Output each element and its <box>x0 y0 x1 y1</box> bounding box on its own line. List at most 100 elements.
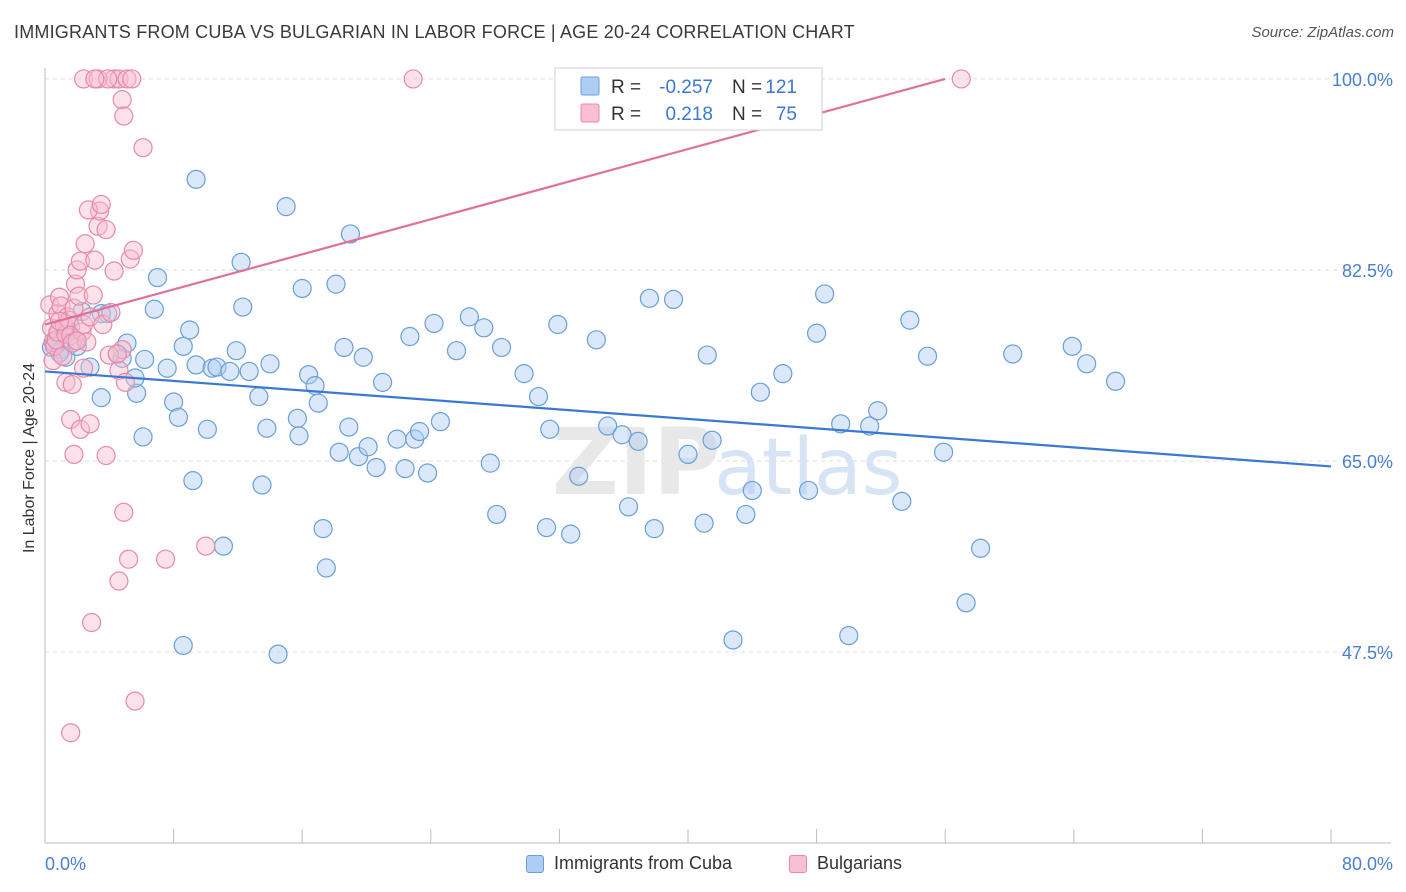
point-cuba-66 <box>446 341 467 361</box>
point-cuba-112 <box>1105 371 1126 391</box>
point-cuba-55 <box>358 437 378 457</box>
point-cuba-28 <box>213 536 234 556</box>
point-cuba-95 <box>773 364 793 384</box>
point-bulgarians-32 <box>96 219 116 240</box>
point-cuba-114 <box>173 635 193 656</box>
legend-label-bulgarians: Bulgarians <box>817 853 903 873</box>
point-bulgarians-63 <box>96 445 116 466</box>
point-bulgarians-10 <box>53 346 73 366</box>
point-bulgarians-49 <box>112 90 132 110</box>
point-bulgarians-27 <box>83 285 103 305</box>
watermark-atlas: atlas <box>714 423 903 513</box>
legend-item-bulgarians: Bulgarians <box>789 853 902 874</box>
point-bulgarians-70 <box>61 723 81 743</box>
point-cuba-91 <box>723 630 743 650</box>
point-cuba-86 <box>663 289 684 310</box>
point-bulgarians-45 <box>122 69 142 89</box>
legend-swatch-bulgarians <box>580 103 600 123</box>
point-cuba-82 <box>618 497 639 517</box>
legend-swatch-cuba <box>580 76 600 96</box>
point-cuba-73 <box>528 386 549 407</box>
point-cuba-64 <box>424 313 444 334</box>
point-cuba-115 <box>268 644 288 664</box>
point-cuba-42 <box>292 278 312 299</box>
series-legend: Immigrants from Cuba Bulgarians <box>0 853 1406 877</box>
point-bulgarians-55 <box>99 345 119 365</box>
point-bulgarians-53 <box>951 69 971 89</box>
legend-swatch <box>789 854 807 873</box>
point-cuba-38 <box>186 169 206 189</box>
point-cuba-89 <box>697 345 717 365</box>
point-cuba-102 <box>868 401 888 421</box>
point-cuba-97 <box>806 323 827 343</box>
point-cuba-60 <box>400 326 420 347</box>
chart-title: IMMIGRANTS FROM CUBA VS BULGARIAN IN LAB… <box>14 22 855 42</box>
point-bulgarians-67 <box>109 571 129 591</box>
point-bulgarians-69 <box>125 691 145 711</box>
x-tick-label-0: 0.0% <box>45 854 86 874</box>
point-bulgarians-66 <box>118 549 139 569</box>
point-cuba-52 <box>340 224 361 244</box>
point-cuba-69 <box>480 453 500 473</box>
point-bulgarians-72 <box>196 536 216 556</box>
point-bulgarians-52 <box>403 69 423 89</box>
point-cuba-18 <box>157 358 177 378</box>
point-bulgarians-16 <box>62 333 82 353</box>
point-cuba-22 <box>186 355 206 375</box>
trend-line-cuba <box>44 370 1332 468</box>
point-cuba-56 <box>366 457 386 478</box>
series-cuba-points <box>41 169 1126 664</box>
point-cuba-94 <box>750 382 770 402</box>
point-cuba-58 <box>387 429 407 449</box>
point-bulgarians-46 <box>73 69 94 89</box>
point-bulgarians-59 <box>62 374 82 395</box>
point-bulgarians-25 <box>77 332 97 352</box>
legend-swatch <box>526 854 544 873</box>
legend-n-label-cuba: N = <box>732 77 762 98</box>
point-cuba-47 <box>316 558 336 578</box>
point-bulgarians-58 <box>61 409 81 430</box>
point-cuba-105 <box>917 346 938 366</box>
point-cuba-33 <box>239 361 259 382</box>
watermark-zip: ZIP <box>552 409 720 516</box>
point-bulgarians-41 <box>91 194 111 215</box>
point-cuba-9 <box>91 388 111 408</box>
point-cuba-62 <box>409 421 430 442</box>
point-cuba-110 <box>1062 336 1082 356</box>
legend-item-cuba: Immigrants from Cuba <box>526 853 732 874</box>
legend-n-label-bulgarians: N = <box>732 104 762 125</box>
point-cuba-93 <box>742 480 762 501</box>
point-bulgarians-24 <box>75 234 95 254</box>
point-bulgarians-68 <box>82 612 102 633</box>
point-cuba-40 <box>287 408 307 428</box>
point-cuba-83 <box>628 431 648 451</box>
point-cuba-109 <box>1003 344 1023 364</box>
point-cuba-43 <box>299 365 319 385</box>
point-cuba-46 <box>313 519 333 539</box>
point-cuba-24 <box>183 471 203 491</box>
legend-r-value-bulgarians: 0.218 <box>665 104 713 125</box>
point-cuba-29 <box>220 361 240 382</box>
legend-label-cuba: Immigrants from Cuba <box>554 853 733 873</box>
point-cuba-101 <box>860 416 880 436</box>
legend-n-value-bulgarians: 75 <box>776 104 797 125</box>
point-cuba-20 <box>168 407 189 427</box>
point-cuba-50 <box>334 337 354 358</box>
point-cuba-76 <box>548 314 568 335</box>
point-cuba-54 <box>353 347 373 367</box>
point-cuba-120 <box>133 427 153 447</box>
point-bulgarians-34 <box>104 261 124 281</box>
point-bulgarians-60 <box>70 419 90 439</box>
legend-r-label-cuba: R = <box>611 77 641 98</box>
point-cuba-84 <box>639 288 660 308</box>
point-bulgarians-56 <box>107 344 127 364</box>
point-bulgarians-50 <box>114 106 134 126</box>
point-cuba-88 <box>694 513 714 533</box>
point-cuba-99 <box>831 414 851 434</box>
y-tick-label-3: 100.0% <box>1332 70 1393 90</box>
point-cuba-78 <box>569 466 589 486</box>
correlation-legend: R = -0.257 N = 121 R = 0.218 N = 75 <box>554 67 823 131</box>
point-cuba-81 <box>612 425 632 445</box>
point-cuba-100 <box>839 626 859 646</box>
point-cuba-70 <box>487 504 507 525</box>
